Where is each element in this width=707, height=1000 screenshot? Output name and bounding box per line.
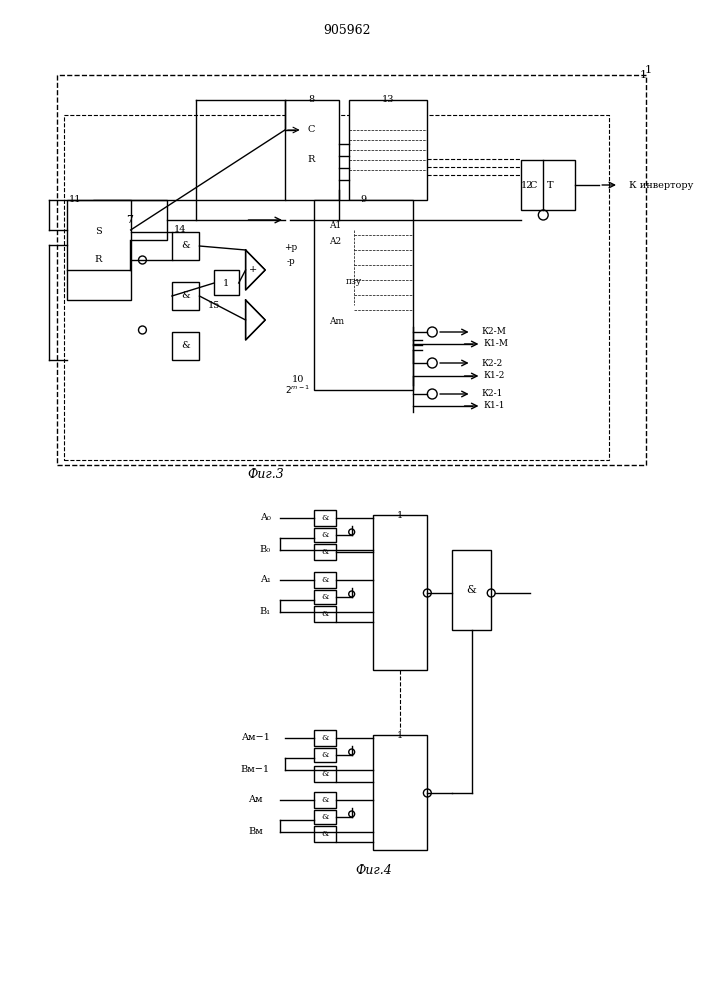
- Text: T: T: [547, 180, 554, 190]
- Text: +: +: [250, 265, 257, 274]
- Text: &: &: [322, 576, 329, 584]
- Polygon shape: [245, 250, 265, 290]
- Polygon shape: [245, 300, 265, 340]
- Text: -р: -р: [286, 257, 295, 266]
- Text: 905962: 905962: [323, 23, 370, 36]
- Bar: [315, 572, 336, 588]
- Bar: [315, 810, 336, 824]
- Text: 11: 11: [69, 196, 81, 205]
- Bar: [452, 550, 491, 630]
- Bar: [349, 100, 427, 200]
- Bar: [315, 590, 336, 604]
- Text: R: R: [308, 155, 315, 164]
- Text: B₁: B₁: [259, 607, 271, 616]
- Text: B₀: B₀: [259, 546, 271, 554]
- Bar: [66, 200, 131, 300]
- Text: &: &: [181, 292, 190, 300]
- Text: A2: A2: [329, 237, 341, 246]
- Text: $2^{m-1}$: $2^{m-1}$: [285, 384, 310, 396]
- Text: S: S: [95, 228, 102, 236]
- Text: Фиг.4: Фиг.4: [355, 863, 392, 876]
- Bar: [315, 766, 336, 782]
- Bar: [214, 270, 239, 295]
- Text: 7: 7: [126, 215, 133, 225]
- Text: 1: 1: [397, 510, 403, 520]
- Text: A₀: A₀: [259, 514, 271, 522]
- Text: К1-1: К1-1: [484, 401, 505, 410]
- Text: К2-2: К2-2: [481, 359, 503, 367]
- Bar: [315, 528, 336, 542]
- Text: Bм−1: Bм−1: [241, 766, 270, 774]
- Text: 10: 10: [291, 375, 304, 384]
- Bar: [64, 115, 609, 460]
- Bar: [315, 606, 336, 622]
- Bar: [172, 332, 199, 360]
- Text: R: R: [95, 255, 102, 264]
- Text: &: &: [322, 734, 329, 742]
- Text: К инвертору: К инвертору: [629, 180, 693, 190]
- Text: Aм−1: Aм−1: [241, 734, 270, 742]
- Text: &: &: [322, 531, 329, 539]
- Text: Am: Am: [329, 318, 344, 326]
- Bar: [315, 544, 336, 560]
- Text: 1: 1: [397, 730, 403, 740]
- Text: К1-М: К1-М: [484, 340, 508, 349]
- Text: К1-2: К1-2: [484, 371, 505, 380]
- Text: 1: 1: [640, 70, 647, 80]
- Text: +р: +р: [284, 243, 298, 252]
- Bar: [172, 282, 199, 310]
- Text: &: &: [322, 796, 329, 804]
- Bar: [93, 200, 167, 240]
- Bar: [373, 515, 427, 670]
- Text: &: &: [322, 593, 329, 601]
- Text: &: &: [181, 241, 190, 250]
- Text: 13: 13: [382, 96, 395, 104]
- Bar: [315, 510, 336, 526]
- Text: Bм: Bм: [248, 828, 263, 836]
- Text: 1: 1: [223, 278, 229, 288]
- Text: К2-М: К2-М: [481, 328, 506, 336]
- Bar: [57, 75, 646, 465]
- Bar: [172, 232, 199, 260]
- Text: &: &: [322, 548, 329, 556]
- Text: C: C: [308, 125, 315, 134]
- Bar: [520, 160, 575, 210]
- Text: &: &: [322, 751, 329, 759]
- Text: A1: A1: [329, 221, 341, 230]
- Bar: [315, 826, 336, 842]
- Bar: [315, 730, 336, 746]
- Text: &: &: [322, 813, 329, 821]
- Text: 1: 1: [645, 65, 652, 75]
- Bar: [373, 735, 427, 850]
- Text: Фиг.3: Фиг.3: [247, 468, 284, 482]
- Text: &: &: [322, 830, 329, 838]
- Text: пзу: пзу: [346, 277, 362, 286]
- Text: 14: 14: [174, 226, 187, 234]
- Bar: [285, 100, 339, 200]
- Text: 15: 15: [208, 300, 221, 310]
- Text: 12: 12: [520, 180, 533, 190]
- Text: C: C: [530, 180, 537, 190]
- Text: &: &: [322, 610, 329, 618]
- Text: Aм: Aм: [248, 796, 263, 804]
- Text: &: &: [467, 585, 477, 595]
- Bar: [315, 200, 413, 390]
- Text: К2-1: К2-1: [481, 389, 503, 398]
- Text: &: &: [181, 342, 190, 351]
- Text: &: &: [322, 514, 329, 522]
- Text: 8: 8: [308, 96, 315, 104]
- Text: &: &: [322, 770, 329, 778]
- Text: A₁: A₁: [259, 576, 271, 584]
- Bar: [315, 748, 336, 762]
- Bar: [315, 792, 336, 808]
- Text: 9: 9: [361, 196, 366, 205]
